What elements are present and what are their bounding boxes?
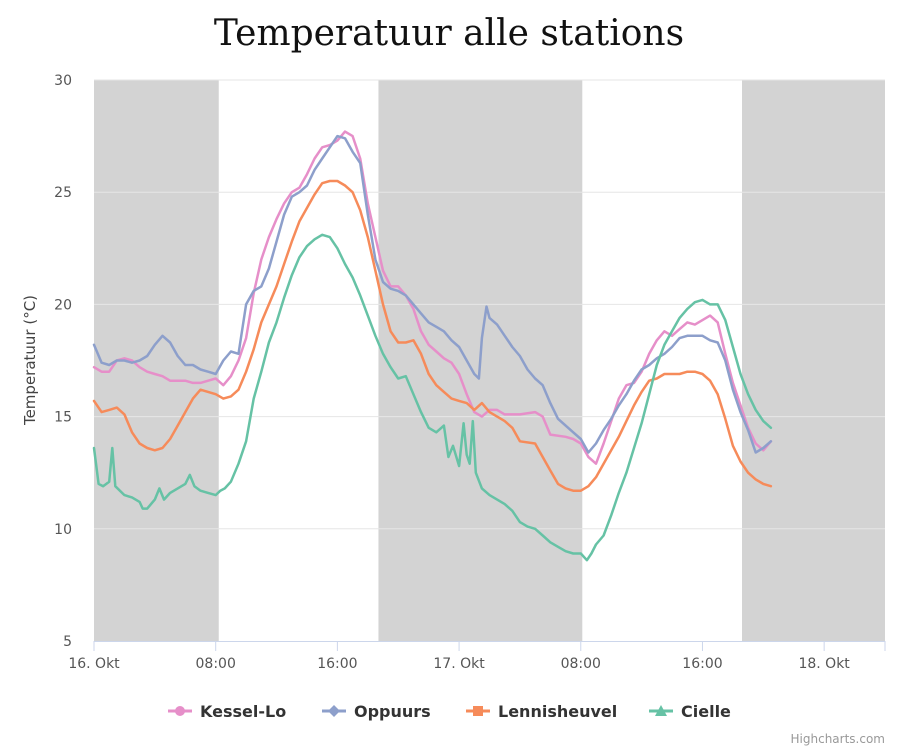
night-bands xyxy=(94,80,885,641)
legend: Kessel-Lo Oppuurs Lennisheuvel Cielle xyxy=(168,702,731,721)
y-axis-title: Temperatuur (°C) xyxy=(21,295,39,426)
y-tick-label: 30 xyxy=(54,73,72,89)
legend-label: Lennisheuvel xyxy=(498,702,617,721)
y-tick-label: 5 xyxy=(63,634,72,650)
night-band-0 xyxy=(94,80,219,641)
legend-item-kessel-lo[interactable]: Kessel-Lo xyxy=(168,702,286,721)
x-tick-label: 08:00 xyxy=(561,656,601,672)
legend-label: Kessel-Lo xyxy=(200,702,286,721)
x-tick-label: 18. Okt xyxy=(798,656,850,672)
legend-triangle-icon xyxy=(655,705,667,716)
x-tick-label: 16. Okt xyxy=(68,656,120,672)
series-line-cielle xyxy=(92,233,773,562)
chart-title: Temperatuur alle stations xyxy=(214,13,684,54)
y-tick-label: 15 xyxy=(54,410,72,426)
x-tick-label: 16:00 xyxy=(682,656,722,672)
legend-diamond-icon xyxy=(328,705,340,717)
x-tick-label: 08:00 xyxy=(196,656,236,672)
legend-square-icon xyxy=(473,706,483,716)
series-line-oppuurs xyxy=(92,134,773,454)
x-axis: 16. Okt 08:00 16:00 17. Okt 08:00 16:00 18. Ok… xyxy=(68,641,886,672)
legend-item-oppuurs[interactable]: Oppuurs xyxy=(322,702,431,721)
y-tick-label: 20 xyxy=(54,297,72,313)
series-line-kessel-lo xyxy=(92,130,773,465)
x-tick-label: 16:00 xyxy=(317,656,357,672)
legend-label: Cielle xyxy=(681,702,731,721)
night-band-2 xyxy=(742,80,885,641)
grid-lines xyxy=(94,79,885,530)
credits[interactable]: Highcharts.com xyxy=(791,732,885,746)
x-tick-label: 17. Okt xyxy=(433,656,485,672)
series-lines xyxy=(92,130,773,562)
legend-circle-icon xyxy=(175,706,185,716)
legend-item-cielle[interactable]: Cielle xyxy=(649,702,731,721)
series-line-lennisheuvel xyxy=(92,179,773,492)
legend-label: Oppuurs xyxy=(354,702,431,721)
y-axis-ticks: 5 10 15 20 25 30 xyxy=(54,73,72,650)
y-tick-label: 25 xyxy=(54,185,72,201)
y-tick-label: 10 xyxy=(54,522,72,538)
legend-item-lennisheuvel[interactable]: Lennisheuvel xyxy=(466,702,617,721)
